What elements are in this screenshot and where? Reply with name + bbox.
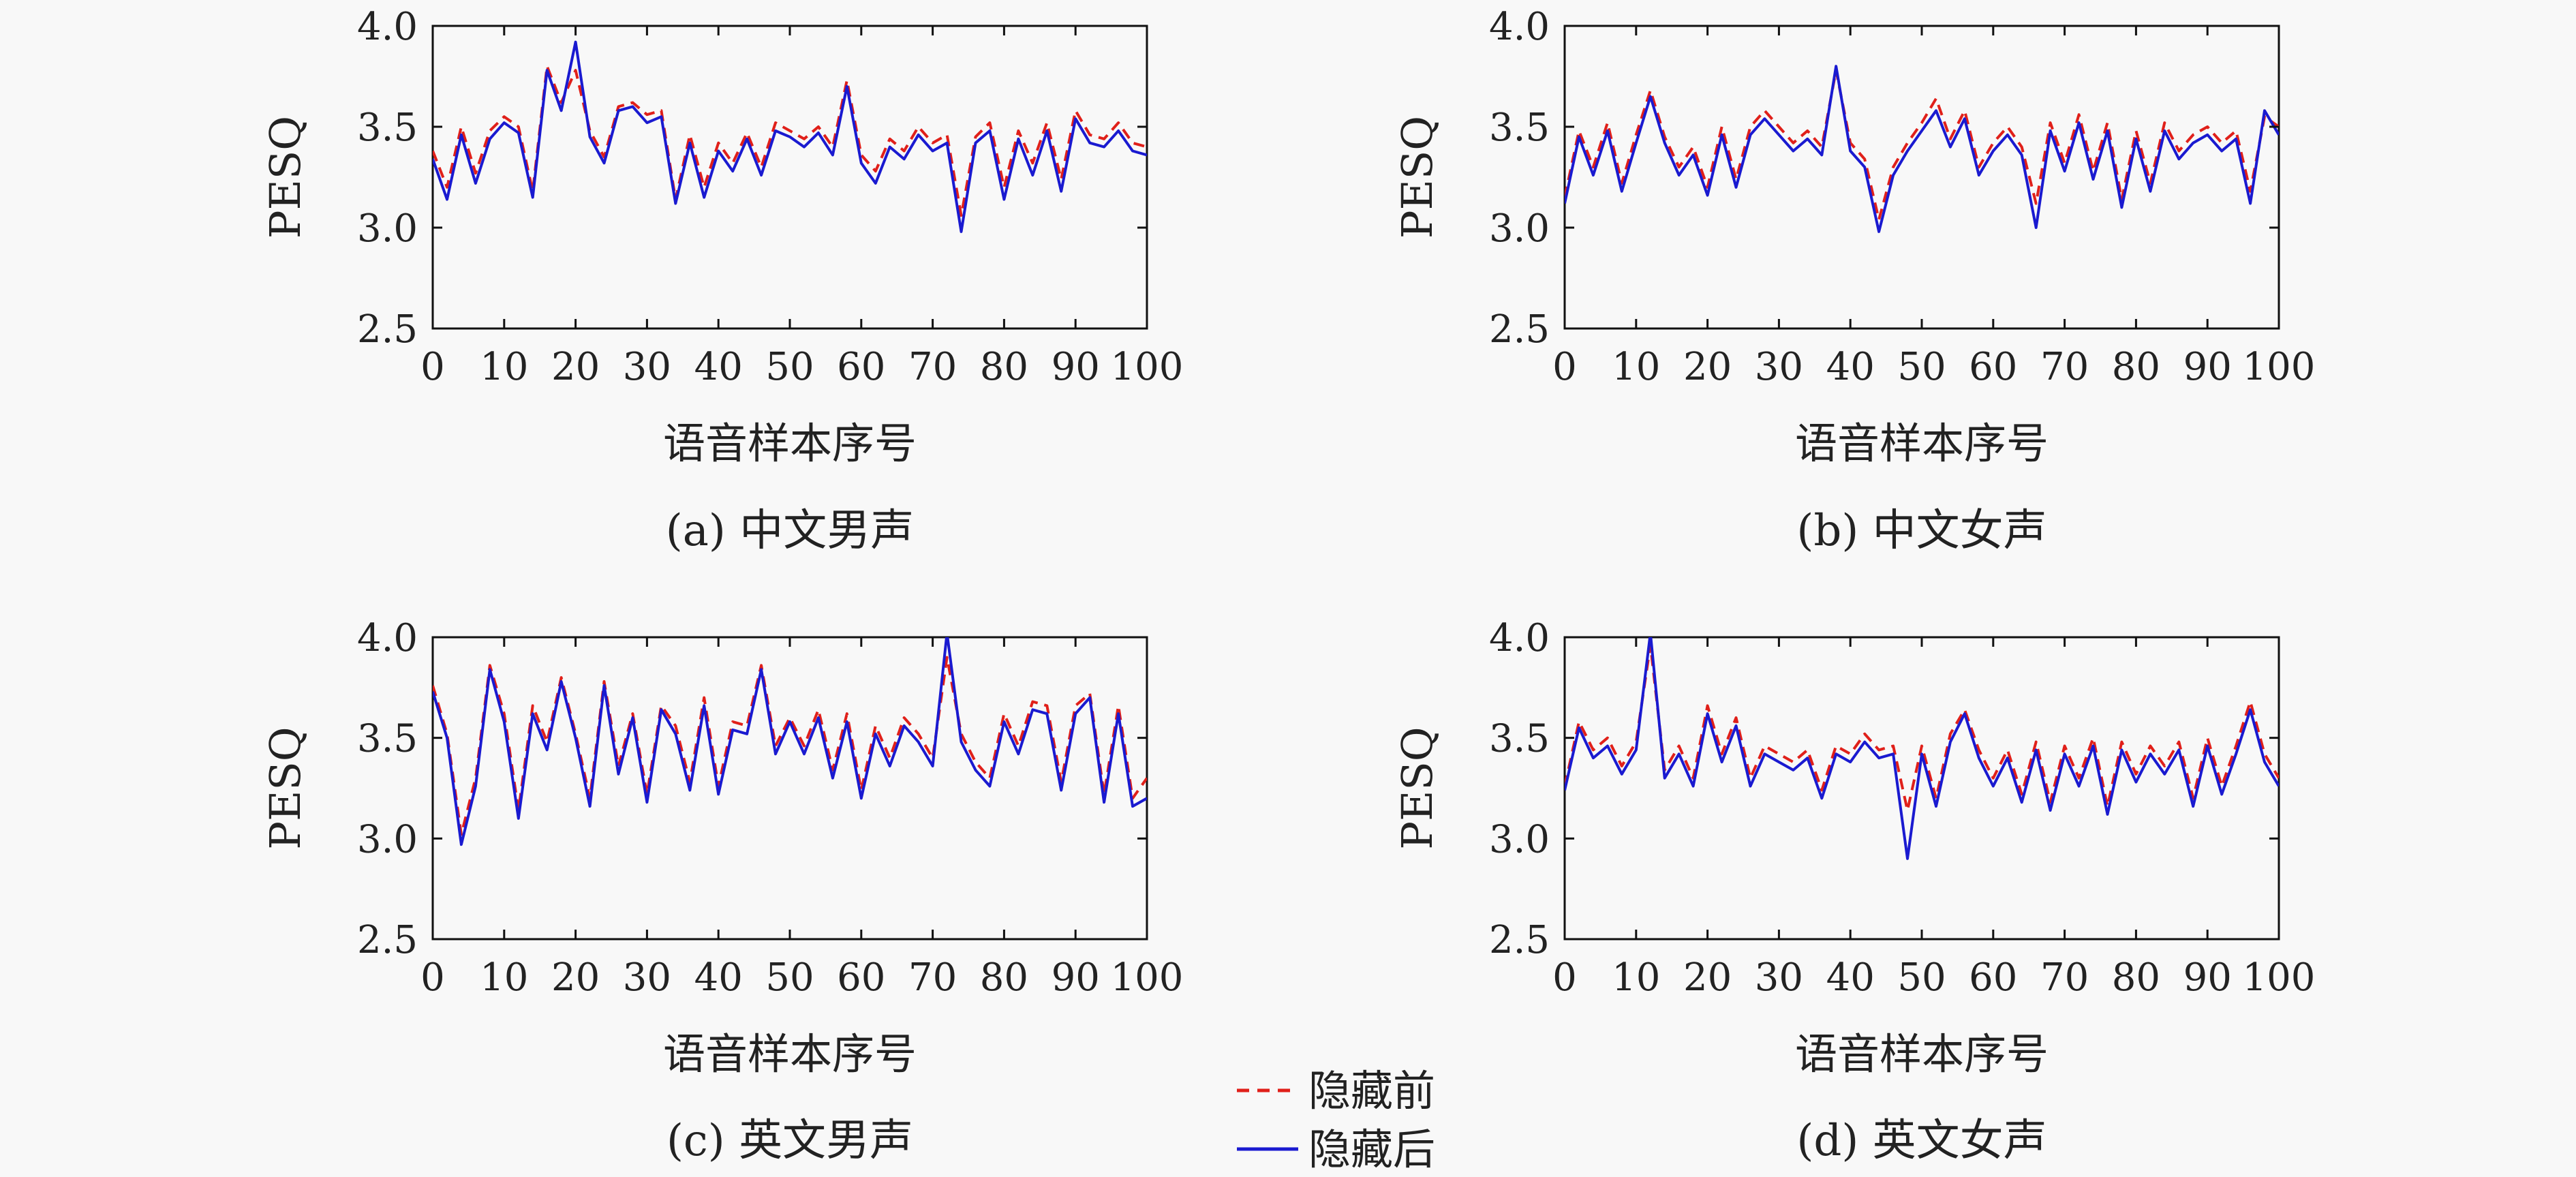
series-line-before	[1565, 643, 2279, 812]
x-tick-label: 40	[694, 956, 743, 1000]
x-tick-label: 10	[1612, 345, 1660, 389]
x-tick-label: 80	[980, 345, 1028, 389]
y-tick-label: 3.0	[357, 817, 418, 861]
x-tick-label: 10	[1612, 956, 1660, 1000]
x-tick-label: 100	[1111, 956, 1184, 1000]
x-tick-label: 70	[908, 956, 957, 1000]
y-tick-label: 3.5	[1489, 106, 1550, 150]
plot-frame	[1563, 25, 2280, 330]
panel-caption: (d) 英文女声	[1796, 1116, 2046, 1166]
series-line-before	[433, 65, 1147, 217]
chart-panel-0: 0 10 20 30 40 50 60 70 80 90 100 2.5 3.0 3.5 4.0 PESQ 语音…	[260, 5, 1183, 556]
x-tick-label: 50	[1897, 345, 1946, 389]
x-axis-label: 语音样本序号	[663, 418, 917, 468]
x-axis-label: 语音样本序号	[663, 1029, 917, 1079]
x-tick-label: 90	[2183, 345, 2232, 389]
chart-panel-3: 0 10 20 30 40 50 60 70 80 90 100 2.5 3.0 3.5 4.0 PESQ 语音…	[1392, 616, 2315, 1166]
legend-label-before: 隐藏前	[1308, 1066, 1435, 1116]
series-line-after	[433, 637, 1147, 846]
y-tick-label: 4.0	[357, 616, 418, 660]
x-tick-label: 70	[908, 345, 957, 389]
series-line-after	[1565, 637, 2279, 860]
panel-caption: (a) 中文男声	[666, 506, 914, 556]
x-tick-label: 100	[2243, 956, 2316, 1000]
y-tick-label: 2.5	[357, 307, 418, 352]
x-tick-label: 80	[2112, 956, 2160, 1000]
legend-label-after: 隐藏后	[1308, 1125, 1435, 1174]
y-tick-label: 2.5	[1489, 918, 1550, 962]
x-tick-label: 70	[2040, 956, 2089, 1000]
x-tick-label: 50	[765, 956, 814, 1000]
series-line-after	[433, 40, 1147, 233]
panel-caption: (c) 英文男声	[666, 1116, 913, 1166]
plot-frame	[431, 25, 1148, 330]
x-tick-label: 80	[980, 956, 1028, 1000]
y-tick-label: 3.0	[1489, 817, 1550, 861]
y-tick-label: 4.0	[1489, 616, 1550, 660]
x-tick-label: 40	[1826, 345, 1875, 389]
x-tick-label: 20	[1683, 345, 1732, 389]
y-tick-label: 2.5	[357, 918, 418, 962]
x-tick-label: 10	[480, 345, 528, 389]
x-tick-label: 30	[623, 345, 671, 389]
y-tick-label: 3.5	[357, 106, 418, 150]
y-tick-label: 4.0	[1489, 5, 1550, 49]
y-axis-label: PESQ	[1392, 116, 1442, 239]
x-tick-label: 30	[623, 956, 671, 1000]
x-tick-label: 70	[2040, 345, 2089, 389]
x-tick-label: 100	[1111, 345, 1184, 389]
x-tick-label: 60	[1969, 956, 2017, 1000]
x-tick-label: 40	[1826, 956, 1875, 1000]
x-tick-label: 90	[2183, 956, 2232, 1000]
x-tick-label: 100	[2243, 345, 2316, 389]
panel-caption: (b) 中文女声	[1796, 506, 2046, 556]
series-line-before	[433, 656, 1147, 836]
y-tick-label: 2.5	[1489, 307, 1550, 352]
x-tick-label: 60	[1969, 345, 2017, 389]
y-tick-label: 3.0	[357, 207, 418, 251]
y-tick-label: 4.0	[357, 5, 418, 49]
plot-frame	[1563, 636, 2280, 941]
x-tick-label: 90	[1052, 345, 1100, 389]
y-axis-label: PESQ	[260, 116, 310, 239]
x-tick-label: 20	[1683, 956, 1732, 1000]
x-tick-label: 50	[1897, 956, 1946, 1000]
x-tick-label: 0	[420, 345, 445, 389]
y-axis-label: PESQ	[260, 727, 310, 849]
y-tick-label: 3.5	[357, 717, 418, 761]
series-line-before	[1565, 69, 2279, 221]
x-tick-label: 30	[1755, 956, 1803, 1000]
x-tick-label: 0	[420, 956, 445, 1000]
x-tick-label: 60	[837, 345, 885, 389]
x-tick-label: 50	[765, 345, 814, 389]
x-tick-label: 90	[1052, 956, 1100, 1000]
y-tick-label: 3.5	[1489, 717, 1550, 761]
x-tick-label: 80	[2112, 345, 2160, 389]
y-tick-label: 3.0	[1489, 207, 1550, 251]
x-tick-label: 20	[551, 956, 600, 1000]
x-tick-label: 10	[480, 956, 528, 1000]
legend: 隐藏前 隐藏后	[1237, 1066, 1435, 1174]
x-tick-label: 60	[837, 956, 885, 1000]
plot-frame	[431, 636, 1148, 941]
chart-panel-2: 0 10 20 30 40 50 60 70 80 90 100 2.5 3.0 3.5 4.0 PESQ 语音…	[260, 616, 1183, 1166]
x-tick-label: 0	[1552, 345, 1577, 389]
x-tick-label: 20	[551, 345, 600, 389]
x-axis-label: 语音样本序号	[1795, 1029, 2049, 1079]
y-axis-label: PESQ	[1392, 727, 1442, 849]
x-tick-label: 0	[1552, 956, 1577, 1000]
x-tick-label: 40	[694, 345, 743, 389]
x-tick-label: 30	[1755, 345, 1803, 389]
chart-panel-1: 0 10 20 30 40 50 60 70 80 90 100 2.5 3.0 3.5 4.0 PESQ 语音…	[1392, 5, 2315, 556]
series-line-after	[1565, 65, 2279, 233]
x-axis-label: 语音样本序号	[1795, 418, 2049, 468]
